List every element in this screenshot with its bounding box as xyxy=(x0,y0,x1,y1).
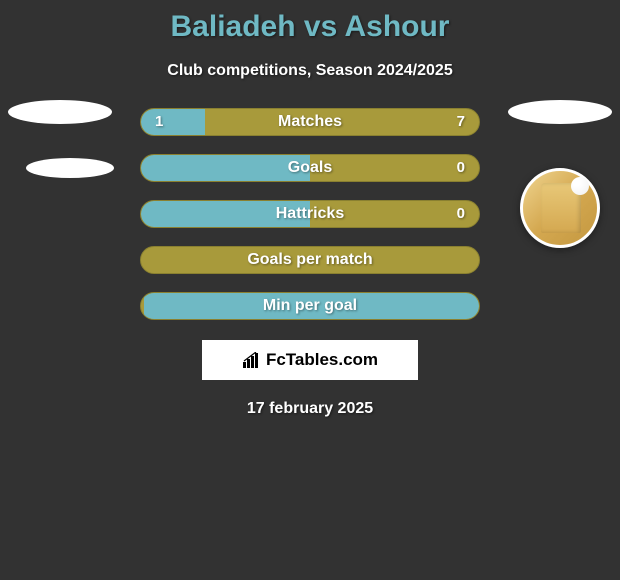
chart-icon xyxy=(242,352,262,368)
stats-area: Matches17Goals0Hattricks0Goals per match… xyxy=(0,108,620,320)
stat-label: Min per goal xyxy=(141,293,479,319)
player-left-ellipse-1 xyxy=(8,100,112,124)
footer-date: 17 february 2025 xyxy=(0,400,620,418)
page-title: Baliadeh vs Ashour xyxy=(0,10,620,44)
main-container: Baliadeh vs Ashour Club competitions, Se… xyxy=(0,0,620,418)
player-right-ellipse xyxy=(508,100,612,124)
page-subtitle: Club competitions, Season 2024/2025 xyxy=(0,62,620,80)
stat-row: Min per goal xyxy=(140,292,480,320)
branding-box: FcTables.com xyxy=(202,340,418,380)
stats-rows: Matches17Goals0Hattricks0Goals per match… xyxy=(140,108,480,320)
stat-value-right: 7 xyxy=(457,109,465,135)
stat-label: Matches xyxy=(141,109,479,135)
stat-value-left: 1 xyxy=(155,109,163,135)
player-left-ellipse-2 xyxy=(26,158,114,178)
branding-text: FcTables.com xyxy=(266,350,378,370)
stat-label: Hattricks xyxy=(141,201,479,227)
stat-row: Hattricks0 xyxy=(140,200,480,228)
stat-value-right: 0 xyxy=(457,155,465,181)
player-right-badge-icon xyxy=(520,168,600,248)
stat-label: Goals per match xyxy=(141,247,479,273)
stat-value-right: 0 xyxy=(457,201,465,227)
branding-logo: FcTables.com xyxy=(242,350,378,370)
stat-label: Goals xyxy=(141,155,479,181)
stat-row: Matches1 7 xyxy=(140,108,480,136)
stat-row: Goals0 xyxy=(140,154,480,182)
stat-row: Goals per match xyxy=(140,246,480,274)
